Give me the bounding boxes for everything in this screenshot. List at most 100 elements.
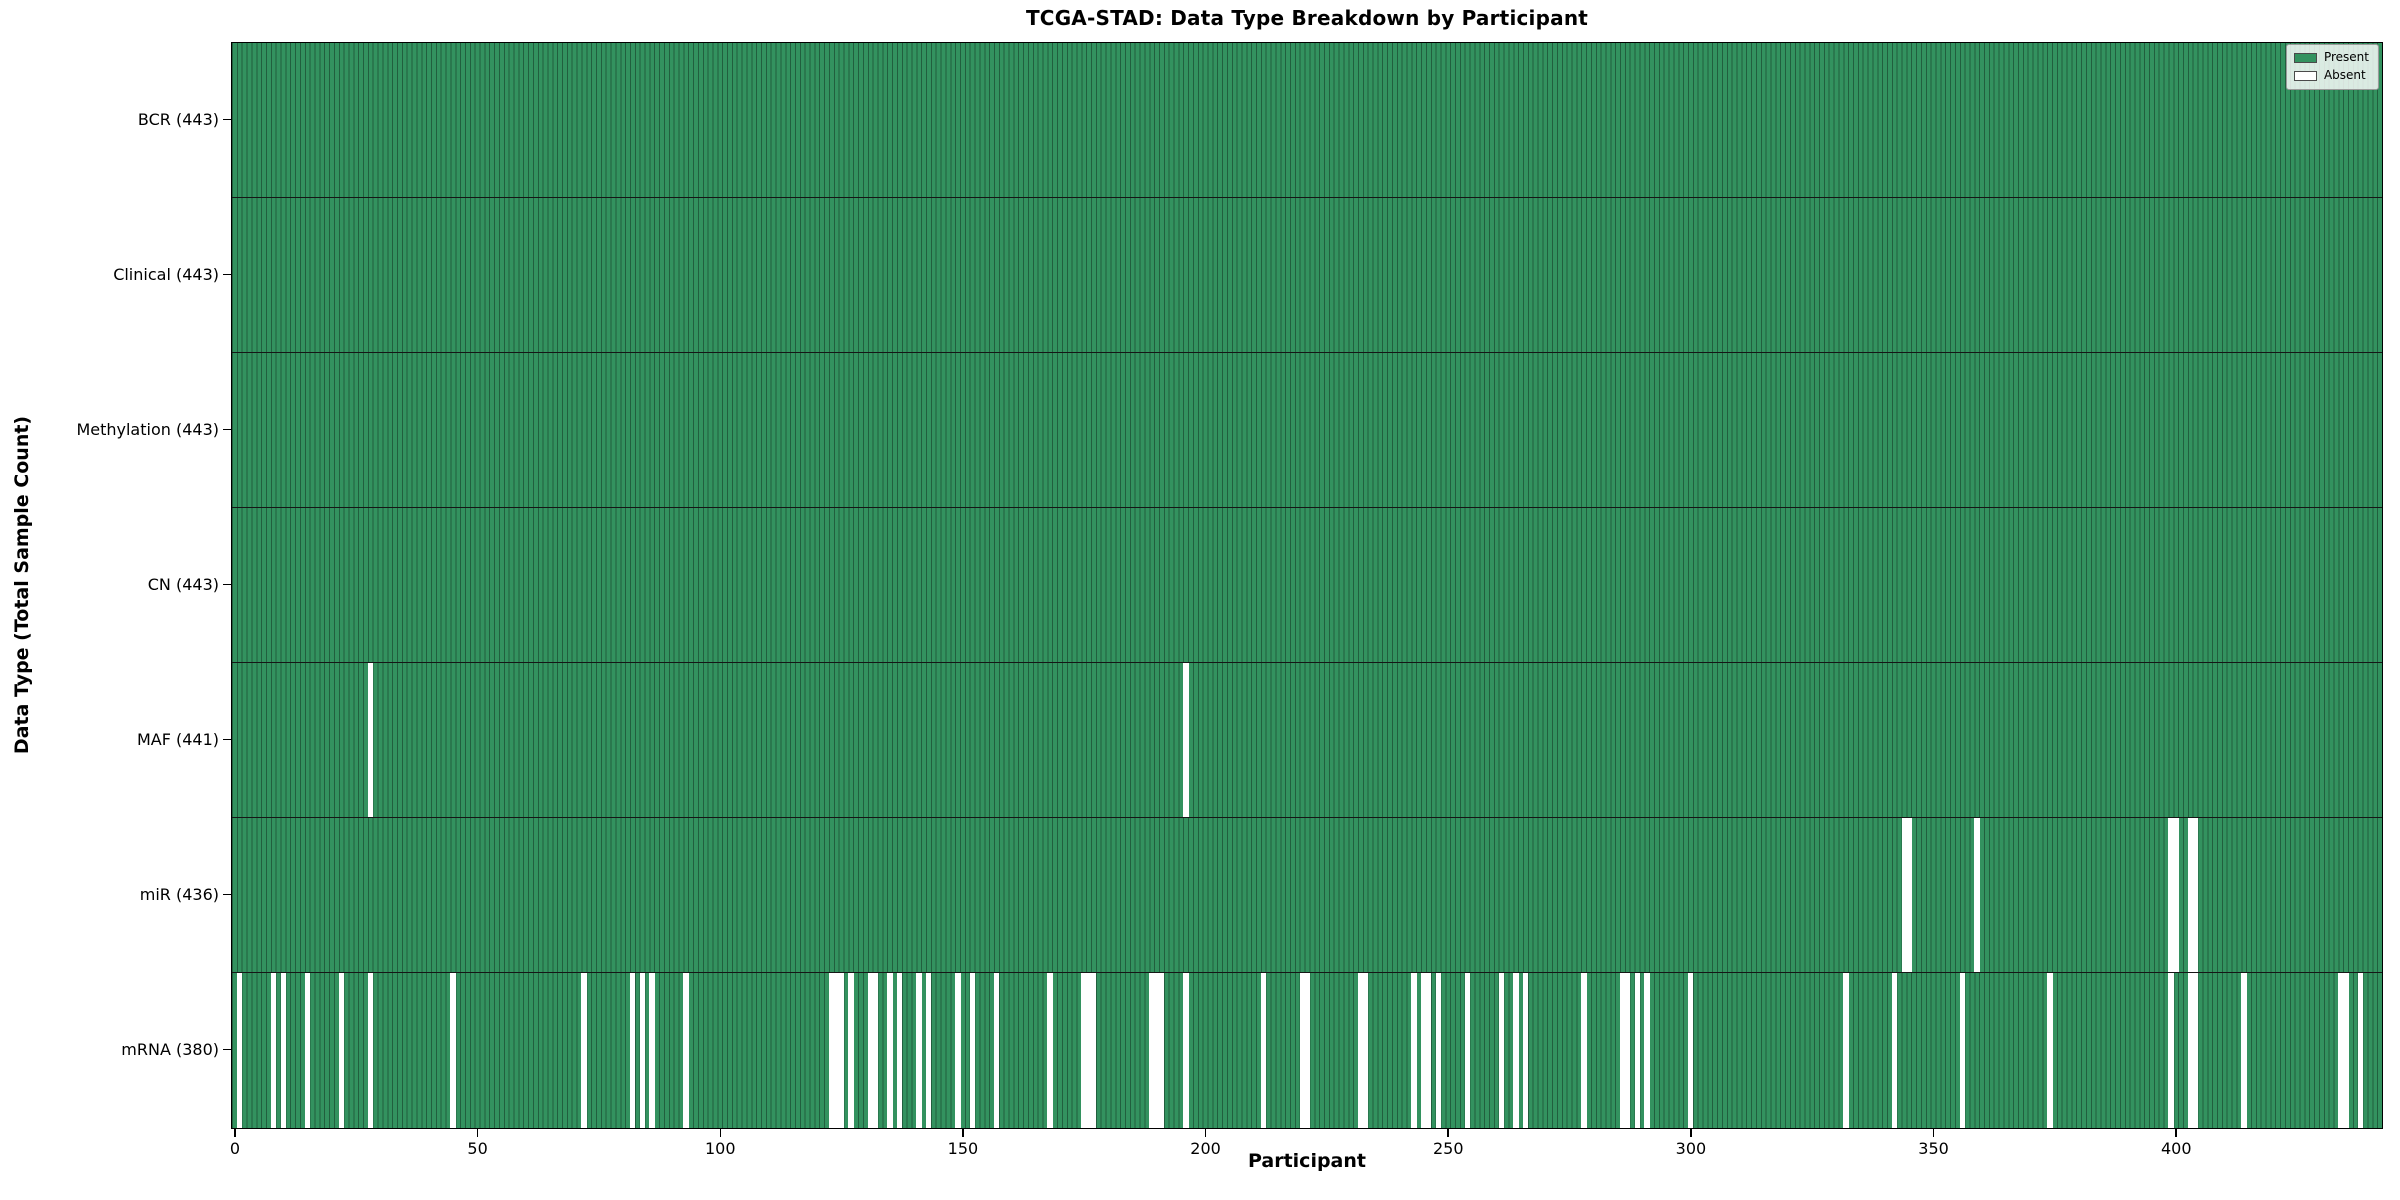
x-tick bbox=[1690, 1129, 1692, 1137]
heatmap-row-MAF bbox=[232, 663, 2382, 818]
chart-title: TCGA-STAD: Data Type Breakdown by Partic… bbox=[1025, 6, 1589, 30]
absent-mark bbox=[2168, 973, 2174, 1128]
absent-mark bbox=[450, 973, 456, 1128]
absent-mark bbox=[1959, 973, 1966, 1128]
x-tick-label-50: 50 bbox=[467, 1139, 488, 1158]
absent-mark bbox=[955, 973, 961, 1128]
absent-mark bbox=[1362, 973, 1369, 1128]
legend: Present Absent bbox=[2285, 44, 2379, 90]
legend-label-present: Present bbox=[2323, 50, 2369, 64]
absent-mark bbox=[1843, 973, 1849, 1128]
absent-mark bbox=[828, 973, 835, 1128]
absent-mark bbox=[2192, 973, 2199, 1128]
absent-mark bbox=[2168, 818, 2174, 972]
absent-mark bbox=[1260, 973, 1267, 1128]
absent-mark bbox=[1421, 973, 1427, 1128]
y-tick bbox=[223, 1048, 231, 1051]
absent-mark bbox=[1357, 973, 1364, 1128]
absent-mark bbox=[1620, 973, 1626, 1128]
absent-mark bbox=[1581, 973, 1587, 1128]
bar-edges bbox=[232, 43, 2382, 197]
x-tick-label-250: 250 bbox=[1432, 1139, 1464, 1158]
absent-mark bbox=[838, 973, 845, 1128]
x-tick bbox=[476, 1129, 479, 1137]
x-tick bbox=[1204, 1129, 1207, 1137]
absent-mark bbox=[338, 973, 345, 1128]
heatmap-row-BCR bbox=[232, 43, 2382, 198]
absent-mark bbox=[1522, 973, 1529, 1128]
bar-edges bbox=[232, 663, 2382, 817]
heatmap-row-CN bbox=[232, 508, 2382, 663]
absent-mark bbox=[1158, 973, 1165, 1128]
absent-mark bbox=[1183, 663, 1189, 817]
x-tick-label-350: 350 bbox=[1918, 1139, 1949, 1158]
absent-mark bbox=[2241, 973, 2247, 1128]
absent-mark bbox=[2187, 973, 2194, 1128]
y-tick-label-BCR: BCR (443) bbox=[137, 110, 219, 129]
absent-mark bbox=[1634, 973, 1641, 1128]
absent-swatch-icon bbox=[2293, 70, 2317, 81]
y-tick-label-Methylation: Methylation (443) bbox=[76, 420, 219, 439]
absent-mark bbox=[649, 973, 655, 1128]
absent-mark bbox=[1624, 973, 1631, 1128]
absent-mark bbox=[629, 973, 636, 1128]
y-tick-label-MAF: MAF (441) bbox=[136, 730, 219, 749]
y-tick bbox=[223, 583, 231, 586]
x-tick-label-300: 300 bbox=[1675, 1139, 1707, 1158]
heatmap-row-Clinical bbox=[232, 198, 2382, 353]
absent-mark bbox=[1154, 973, 1160, 1128]
absent-mark bbox=[1081, 973, 1087, 1128]
absent-mark bbox=[639, 973, 646, 1128]
x-tick bbox=[1447, 1129, 1449, 1137]
y-tick-label-CN: CN (443) bbox=[147, 575, 219, 594]
absent-mark bbox=[1425, 973, 1432, 1128]
y-tick-label-Clinical: Clinical (443) bbox=[113, 265, 219, 284]
y-axis-title: Data Type (Total Sample Count) bbox=[11, 415, 33, 755]
absent-mark bbox=[1047, 973, 1053, 1128]
y-tick-label-miR: miR (436) bbox=[139, 885, 219, 904]
heatmap-row-Methylation bbox=[232, 353, 2382, 508]
legend-entry-present: Present bbox=[2293, 50, 2369, 64]
absent-mark bbox=[1086, 973, 1092, 1128]
x-tick-label-200: 200 bbox=[1190, 1139, 1221, 1158]
absent-mark bbox=[1513, 973, 1519, 1128]
absent-mark bbox=[1435, 973, 1442, 1128]
absent-mark bbox=[1304, 973, 1311, 1128]
absent-mark bbox=[872, 973, 879, 1128]
absent-mark bbox=[926, 973, 932, 1128]
absent-mark bbox=[236, 973, 243, 1128]
absent-mark bbox=[887, 973, 893, 1128]
bar-edges bbox=[232, 353, 2382, 507]
absent-mark bbox=[1299, 973, 1306, 1128]
x-axis-title: Participant bbox=[1247, 1150, 1366, 1172]
absent-mark bbox=[1891, 973, 1898, 1128]
absent-mark bbox=[833, 973, 840, 1128]
absent-mark bbox=[367, 663, 374, 817]
x-tick bbox=[234, 1129, 236, 1137]
absent-mark bbox=[1644, 973, 1650, 1128]
absent-mark bbox=[916, 973, 922, 1128]
absent-mark bbox=[848, 973, 854, 1128]
heatmap-row-mRNA bbox=[232, 973, 2382, 1128]
absent-mark bbox=[867, 973, 874, 1128]
absent-mark bbox=[581, 973, 587, 1128]
y-tick bbox=[223, 738, 231, 741]
absent-mark bbox=[1149, 973, 1155, 1128]
x-tick-label-400: 400 bbox=[2160, 1139, 2192, 1158]
absent-mark bbox=[304, 973, 311, 1128]
absent-mark bbox=[1901, 818, 1907, 972]
absent-mark bbox=[2192, 818, 2199, 972]
absent-mark bbox=[1974, 818, 1980, 972]
absent-mark bbox=[2343, 973, 2349, 1128]
absent-mark bbox=[683, 973, 689, 1128]
legend-entry-absent: Absent bbox=[2293, 68, 2369, 82]
absent-mark bbox=[896, 973, 903, 1128]
legend-label-absent: Absent bbox=[2323, 68, 2366, 82]
absent-mark bbox=[1183, 973, 1189, 1128]
absent-mark bbox=[993, 973, 1000, 1128]
bar-edges bbox=[232, 198, 2382, 352]
absent-mark bbox=[969, 973, 976, 1128]
x-tick-label-0: 0 bbox=[229, 1139, 241, 1158]
absent-mark bbox=[2338, 973, 2344, 1128]
